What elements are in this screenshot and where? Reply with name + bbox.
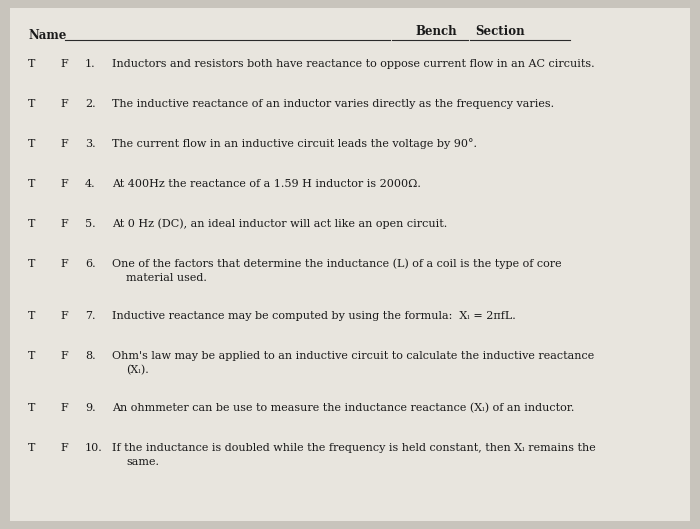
Text: T: T xyxy=(28,179,36,189)
Text: F: F xyxy=(60,219,68,229)
Text: T: T xyxy=(28,139,36,149)
FancyBboxPatch shape xyxy=(10,8,690,521)
Text: Ohm's law may be applied to an inductive circuit to calculate the inductive reac: Ohm's law may be applied to an inductive… xyxy=(112,351,594,361)
Text: 5.: 5. xyxy=(85,219,96,229)
Text: Section: Section xyxy=(475,25,524,38)
Text: F: F xyxy=(60,403,68,413)
Text: same.: same. xyxy=(126,457,159,467)
Text: Bench: Bench xyxy=(415,25,456,38)
Text: At 0 Hz (DC), an ideal inductor will act like an open circuit.: At 0 Hz (DC), an ideal inductor will act… xyxy=(112,218,447,229)
Text: The inductive reactance of an inductor varies directly as the frequency varies.: The inductive reactance of an inductor v… xyxy=(112,99,554,109)
Text: 2.: 2. xyxy=(85,99,96,109)
Text: 9.: 9. xyxy=(85,403,96,413)
Text: At 400Hz the reactance of a 1.59 H inductor is 2000Ω.: At 400Hz the reactance of a 1.59 H induc… xyxy=(112,179,421,189)
Text: Inductors and resistors both have reactance to oppose current flow in an AC circ: Inductors and resistors both have reacta… xyxy=(112,59,594,69)
Text: T: T xyxy=(28,99,36,109)
Text: T: T xyxy=(28,443,36,453)
Text: 4.: 4. xyxy=(85,179,96,189)
Text: The current flow in an inductive circuit leads the voltage by 90°.: The current flow in an inductive circuit… xyxy=(112,138,477,149)
Text: T: T xyxy=(28,59,36,69)
Text: F: F xyxy=(60,179,68,189)
Text: One of the factors that determine the inductance (L) of a coil is the type of co: One of the factors that determine the in… xyxy=(112,259,561,269)
Text: F: F xyxy=(60,99,68,109)
Text: Inductive reactance may be computed by using the formula:  Xₗ = 2πfL.: Inductive reactance may be computed by u… xyxy=(112,311,516,321)
Text: If the inductance is doubled while the frequency is held constant, then Xₗ remai: If the inductance is doubled while the f… xyxy=(112,443,596,453)
Text: F: F xyxy=(60,443,68,453)
Text: T: T xyxy=(28,403,36,413)
Text: 7.: 7. xyxy=(85,311,95,321)
Text: F: F xyxy=(60,259,68,269)
Text: Name: Name xyxy=(28,29,66,42)
Text: 3.: 3. xyxy=(85,139,96,149)
Text: 1.: 1. xyxy=(85,59,96,69)
Text: F: F xyxy=(60,59,68,69)
Text: T: T xyxy=(28,219,36,229)
Text: An ohmmeter can be use to measure the inductance reactance (Xₗ) of an inductor.: An ohmmeter can be use to measure the in… xyxy=(112,403,575,413)
Text: T: T xyxy=(28,351,36,361)
Text: T: T xyxy=(28,311,36,321)
Text: F: F xyxy=(60,351,68,361)
Text: F: F xyxy=(60,311,68,321)
Text: 6.: 6. xyxy=(85,259,96,269)
Text: F: F xyxy=(60,139,68,149)
Text: 8.: 8. xyxy=(85,351,96,361)
Text: 10.: 10. xyxy=(85,443,103,453)
Text: T: T xyxy=(28,259,36,269)
Text: (Xₗ).: (Xₗ). xyxy=(126,364,148,375)
Text: material used.: material used. xyxy=(126,273,207,283)
